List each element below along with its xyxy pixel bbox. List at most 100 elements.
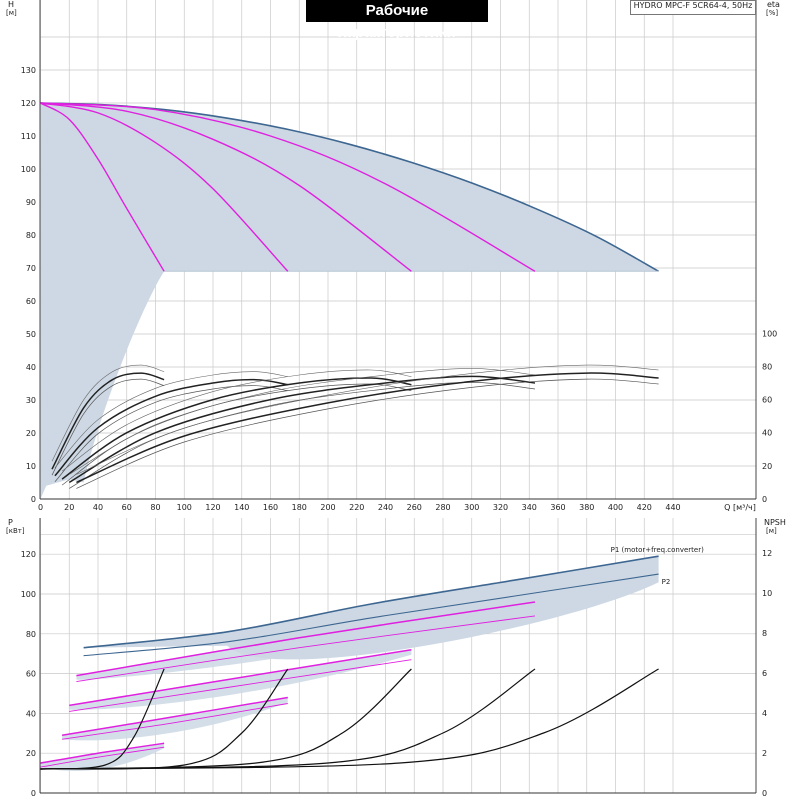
p-tick-label: 80 [26,630,36,639]
x-tick-label: 400 [608,503,623,512]
power-variable-band-2 [62,697,288,741]
npsh-tick-label: 0 [762,789,767,798]
p-tick-label: 0 [31,789,36,798]
h-tick-label: 100 [21,165,36,174]
x-tick-label: 220 [349,503,364,512]
eta-tick-label: 60 [762,396,772,405]
h-axis-label: H [8,0,14,9]
p-axis-label: P [8,518,13,527]
x-tick-label: 360 [550,503,565,512]
power-variable-curve-5 [69,648,412,707]
head-operating-region [40,103,659,499]
x-tick-label: 440 [665,503,680,512]
power-series-label-2: P2 [662,578,671,586]
x-tick-label: 180 [292,503,307,512]
power-variable-curve-2 [40,746,165,768]
eta-axis-unit: [%] [766,9,778,17]
x-tick-label: 340 [522,503,537,512]
npsh-tick-label: 10 [762,589,772,598]
npsh-tick-label: 6 [762,669,767,678]
power-variable-curve-6 [69,659,412,712]
top-marks [40,102,659,499]
p-axis-unit: [кВт] [6,527,25,535]
pump-curve-2 [40,102,289,272]
title-background [306,0,488,22]
pump-curve-1 [40,102,165,272]
p-tick-label: 100 [21,590,36,599]
power-variable-curve-3 [61,696,288,737]
power-series-label-1: P1 (motor+freq.converter) [611,546,704,554]
power-variable-curve-1 [40,742,165,764]
h-tick-label: 120 [21,99,36,108]
eta-curve-5-upper [76,364,659,475]
model-label: HYDRO MPC-F 5CR64-4, 50Hz [633,1,753,10]
npsh-curve-5 [40,668,659,770]
p-tick-label: 60 [26,670,36,679]
x-tick-label: 120 [205,503,220,512]
eta-curve-2-upper [54,371,288,469]
x-tick-label: 80 [150,503,160,512]
npsh-axis-label: NPSH [764,518,786,527]
x-tick-label: 320 [493,503,508,512]
x-tick-label: 160 [263,503,278,512]
x-tick-label: 380 [579,503,594,512]
eta-curve-1-upper [51,364,165,462]
model-label-box [630,0,756,15]
power-variable-curve-7 [76,601,536,677]
eta-curve-4-lower [69,382,536,489]
x-tick-label: 0 [38,503,43,512]
eta-curve-2 [54,378,288,477]
power-variable-curve-8 [76,615,536,683]
eta-curve-5-lower [76,378,659,489]
h-tick-label: 50 [26,330,36,339]
x-tick-label: 100 [177,503,192,512]
eta-tick-label: 40 [762,429,772,438]
h-tick-label: 30 [26,396,36,405]
x-tick-label: 240 [378,503,393,512]
npsh-tick-label: 8 [762,629,767,638]
x-axis-label: Q [м³/ч] [724,503,756,512]
h-tick-label: 0 [31,495,36,504]
p-tick-label: 20 [26,749,36,758]
p-tick-label: 40 [26,709,36,718]
power-variable-band-3 [69,649,412,710]
h-tick-label: 60 [26,297,36,306]
power-series-2 [83,573,659,657]
pump-curve-4 [40,102,536,272]
h-tick-label: 40 [26,363,36,372]
x-tick-label: 420 [637,503,652,512]
power-variable-band-1 [40,743,165,771]
h-tick-label: 10 [26,462,36,471]
eta-curve-1-lower [51,378,165,476]
eta-curve-4 [68,375,536,484]
pump-curve-3 [40,102,412,272]
h-tick-label: 110 [21,132,36,141]
eta-curve-1 [51,372,165,470]
x-tick-label: 200 [320,503,335,512]
eta-tick-label: 100 [762,329,777,338]
npsh-tick-label: 4 [762,709,767,718]
eta-curve-4-upper [69,368,536,475]
h-tick-label: 20 [26,429,36,438]
x-tick-label: 280 [435,503,450,512]
npsh-tick-label: 12 [762,549,772,558]
eta-curve-3 [61,377,412,480]
x-tick-label: 40 [93,503,103,512]
eta-tick-label: 0 [762,495,767,504]
eta-curve-2-lower [54,385,288,483]
axis-labels: 0 20 40 60 80 100 120 140 160 180 200 220 240 260 280 3… [6,0,786,798]
eta-tick-label: 80 [762,362,772,371]
x-tick-label: 60 [122,503,132,512]
x-tick-label: 260 [407,503,422,512]
x-tick-label: 300 [464,503,479,512]
eta-axis-label: eta [767,0,780,9]
power-band [83,556,659,660]
bottom-marks: P1 (motor+freq.converter) P2 [40,546,704,771]
x-tick-label: 140 [234,503,249,512]
h-tick-label: 70 [26,264,36,273]
h-tick-label: 130 [21,66,36,75]
chart-title: Рабочие характеристики [338,2,456,41]
eta-curve-5 [76,372,659,484]
